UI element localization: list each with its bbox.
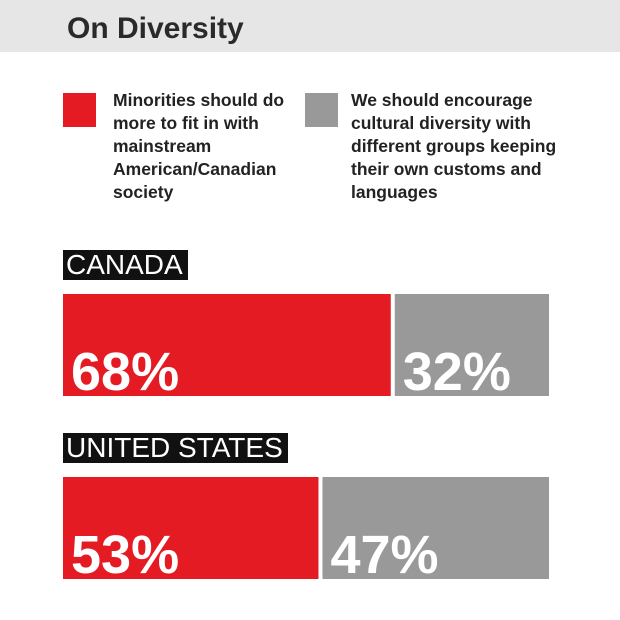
bar-label-united-states-diversity: 47% xyxy=(330,525,438,585)
bar-united-states-diversity xyxy=(322,477,549,579)
country-label-united-states: UNITED STATES xyxy=(63,433,288,463)
bar-label-canada-diversity: 32% xyxy=(403,342,511,402)
bar-label-united-states-conform: 53% xyxy=(71,525,179,585)
legend-swatch-gray xyxy=(305,93,338,127)
header-bar: On Diversity xyxy=(0,0,620,52)
legend-label-conform: Minorities should do more to fit in with… xyxy=(113,90,285,202)
legend-swatch-red xyxy=(63,93,96,127)
bar-label-canada-conform: 68% xyxy=(71,342,179,402)
bar-united-states-conform xyxy=(63,477,319,579)
page-title: On Diversity xyxy=(67,12,244,45)
bar-canada-conform xyxy=(63,294,391,396)
country-label-canada: CANADA xyxy=(63,250,188,280)
legend-label-diversity: We should encourage cultural diversity w… xyxy=(351,90,557,202)
bar-canada-diversity xyxy=(394,294,549,396)
